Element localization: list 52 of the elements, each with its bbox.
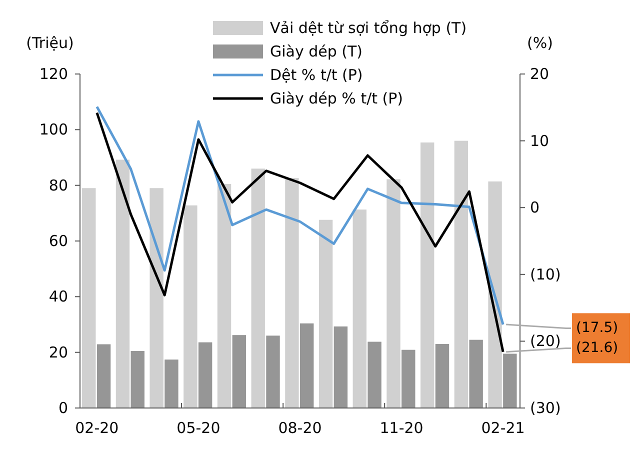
- x-tick-label: 05-20: [176, 419, 220, 437]
- y-tick-label: 80: [48, 176, 68, 194]
- bar: [386, 179, 400, 408]
- y2-tick-label: 0: [530, 198, 540, 217]
- bar: [435, 344, 450, 408]
- y-tick-label: 0: [58, 399, 68, 417]
- y-tick-label: 40: [48, 288, 68, 306]
- y2-axis-title: (%): [527, 34, 553, 52]
- bar: [130, 350, 144, 408]
- x-tick-label: 11-20: [380, 419, 424, 437]
- bar: [318, 220, 333, 408]
- bar: [150, 188, 164, 408]
- bar: [184, 205, 198, 408]
- bar: [251, 168, 265, 408]
- x-tick-label: 08-20: [278, 419, 322, 437]
- legend-label: Dệt % t/t (P): [270, 66, 363, 84]
- x-tick-label: 02-20: [75, 419, 119, 437]
- bar: [503, 354, 517, 408]
- bar: [488, 181, 502, 408]
- y2-tick-label: (20): [530, 332, 561, 350]
- bar: [352, 210, 366, 408]
- y2-tick-label: 10: [530, 132, 550, 150]
- bar: [96, 344, 111, 408]
- bar: [266, 336, 280, 408]
- bar: [420, 142, 434, 408]
- bar: [217, 184, 232, 408]
- bar: [368, 342, 382, 408]
- y2-tick-label: (10): [530, 265, 561, 284]
- y-axis-title: (Triệu): [26, 34, 74, 52]
- data-label: (17.5): [576, 320, 618, 336]
- bar: [402, 350, 416, 408]
- y2-tick-label: (30): [530, 399, 561, 417]
- bar: [198, 342, 212, 408]
- bar: [300, 323, 314, 408]
- x-tick-label: 02-21: [481, 419, 525, 437]
- bar: [285, 178, 299, 408]
- bar: [454, 140, 468, 408]
- y-tick-label: 20: [48, 343, 68, 362]
- data-label: (21.6): [576, 340, 618, 356]
- bar: [116, 160, 130, 408]
- y-tick-label: 100: [39, 120, 68, 139]
- legend-label: Giày dép % t/t (P): [270, 90, 404, 108]
- y2-tick-label: 20: [530, 65, 550, 83]
- legend-label: Giày dép (T): [270, 42, 363, 60]
- bar: [469, 340, 483, 408]
- legend-label: Vải dệt từ sợi tổng hợp (T): [270, 19, 467, 37]
- bar: [164, 360, 178, 408]
- y-tick-label: 120: [39, 65, 68, 83]
- bar: [82, 188, 96, 408]
- y-tick-label: 60: [48, 232, 68, 250]
- bar: [232, 335, 246, 408]
- bar: [334, 326, 348, 408]
